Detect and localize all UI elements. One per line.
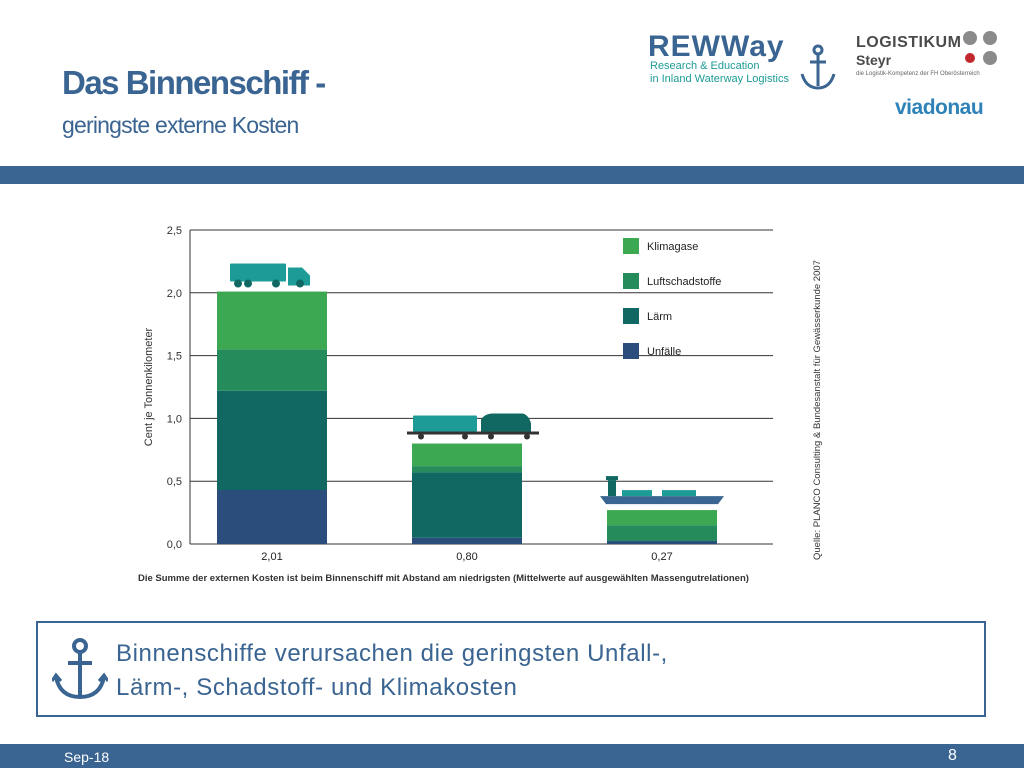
callout-box: Binnenschiffe verursachen die geringsten… <box>36 621 986 717</box>
legend-swatch <box>623 273 639 289</box>
legend-label: Klimagase <box>647 241 698 253</box>
logistikum-logo: LOGISTIKUM Steyr die Logistik-Kompetenz … <box>856 31 1006 84</box>
page-number: 8 <box>948 747 957 764</box>
train-icon <box>407 413 539 440</box>
y-tick-label: 2,0 <box>167 288 182 300</box>
anchor-icon <box>52 638 108 700</box>
rewway-logo-line1: Research & Education <box>650 60 760 72</box>
bar-segment <box>607 541 717 544</box>
y-tick-label: 0,0 <box>167 539 182 551</box>
bar-segment <box>412 537 522 544</box>
legend-label: Unfälle <box>647 346 681 358</box>
y-tick-label: 2,5 <box>167 225 182 237</box>
y-axis-label: Cent je Tonnenkilometer <box>143 327 155 446</box>
legend-label: Lärm <box>647 311 672 323</box>
callout-line-2: Lärm-, Schadstoff- und Klimakosten <box>116 674 518 701</box>
category-label: 0,27 <box>651 551 672 563</box>
slide-title: Das Binnenschiff - <box>62 64 326 101</box>
truck-icon <box>230 263 310 288</box>
bar-segment <box>607 510 717 526</box>
ship-icon <box>600 476 724 505</box>
category-label: 0,80 <box>456 551 477 563</box>
bar-segment <box>412 472 522 538</box>
external-costs-chart: 0,0 0,5 1,0 1,5 2,0 2,5 Cent je Tonnenkilomete… <box>138 225 823 584</box>
logistikum-logo-tagline: die Logistik-Kompetenz der FH Oberösterr… <box>856 71 980 77</box>
logistikum-logo-city: Steyr <box>856 52 892 68</box>
rewway-logo-line2: in Inland Waterway Logistics <box>650 73 789 85</box>
bar-segment <box>607 540 717 542</box>
logistikum-emblem-icon <box>963 31 997 65</box>
legend-swatch <box>623 343 639 359</box>
footer-band <box>0 744 1024 768</box>
callout-text: Binnenschiffe verursachen die geringsten… <box>116 637 668 705</box>
chart-source: Quelle: PLANCO Consulting & Bundesanstal… <box>812 260 823 560</box>
legend-swatch <box>623 308 639 324</box>
viadonau-logo: viadonau <box>895 96 984 119</box>
callout-line-1: Binnenschiffe verursachen die geringsten… <box>116 640 668 667</box>
bar-segment <box>412 443 522 467</box>
bar-segment <box>412 466 522 473</box>
chart-caption: Die Summe der externen Kosten ist beim B… <box>138 573 749 584</box>
bar-segment <box>217 349 327 391</box>
anchor-icon <box>800 44 836 90</box>
bar-segment <box>217 390 327 490</box>
slide-date: Sep-18 <box>64 749 110 765</box>
bar-segment <box>217 291 327 350</box>
category-label: 2,01 <box>261 551 282 563</box>
y-tick-label: 1,5 <box>167 351 182 363</box>
bar-segment <box>607 525 717 541</box>
legend-swatch <box>623 238 639 254</box>
rewway-logo: REWWay Research & Education in Inland Wa… <box>648 30 838 100</box>
bar-segment <box>217 489 327 544</box>
y-tick-label: 0,5 <box>167 476 182 488</box>
header-band <box>0 166 1024 184</box>
rewway-logo-name: REWWay <box>648 30 785 63</box>
slide-subtitle: geringste externe Kosten <box>62 112 299 138</box>
logistikum-logo-name: LOGISTIKUM <box>856 34 962 51</box>
y-tick-label: 1,0 <box>167 413 182 425</box>
legend-label: Luftschadstoffe <box>647 276 721 288</box>
